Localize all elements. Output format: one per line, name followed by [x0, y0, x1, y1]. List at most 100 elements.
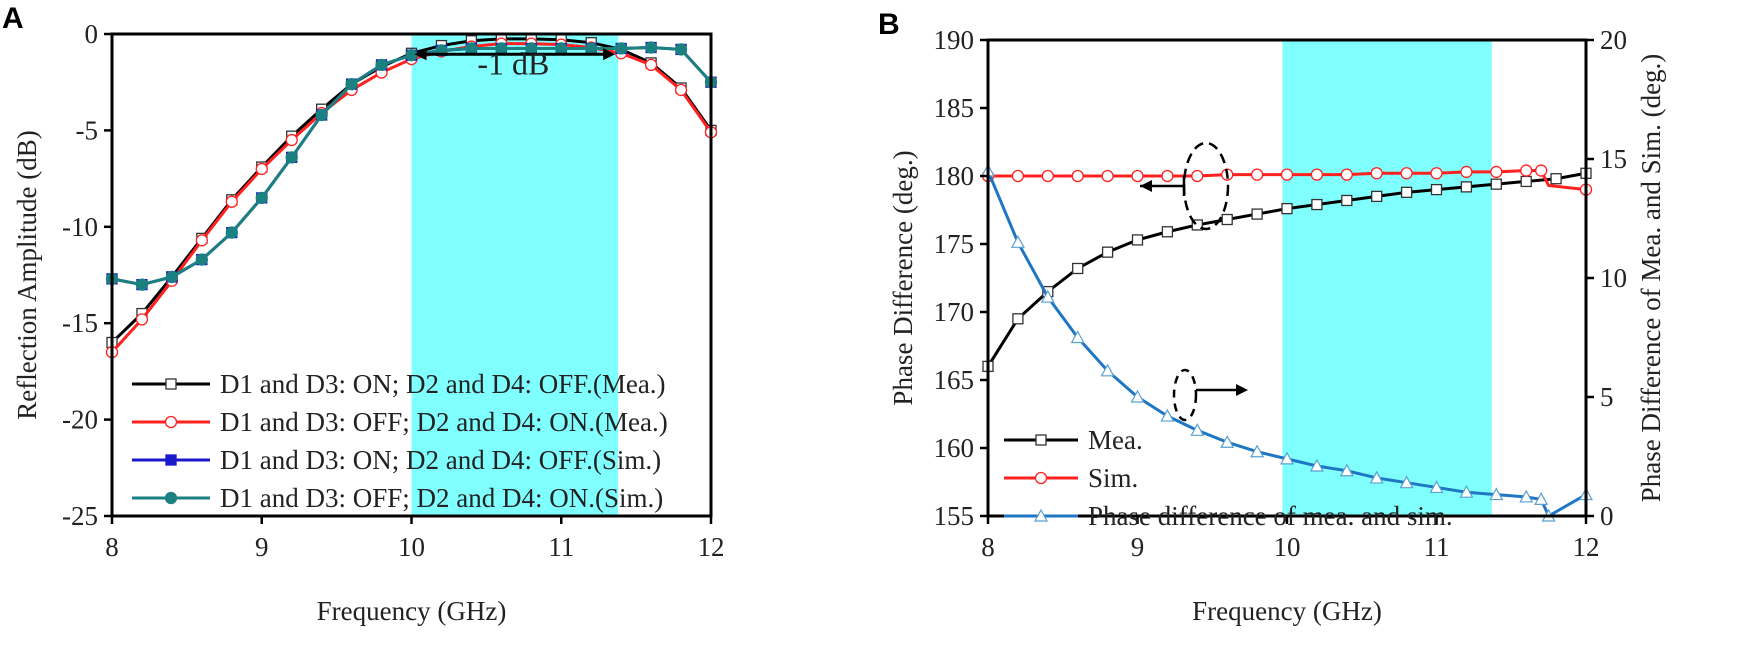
data-point: [1460, 181, 1473, 193]
data-point: [1012, 313, 1024, 325]
arrow-head-icon: [1236, 384, 1248, 396]
data-point: [405, 49, 418, 62]
data-point: [1280, 168, 1294, 181]
x-axis-label: Frequency (GHz): [1192, 596, 1382, 626]
y2-tick-label: 5: [1600, 382, 1614, 412]
data-point: [1460, 165, 1473, 179]
data-point: [1101, 246, 1114, 258]
data-point: [1040, 289, 1055, 303]
data-point: [1191, 219, 1203, 231]
series-line-1: [988, 169, 1587, 192]
data-point: [1534, 492, 1549, 505]
x-tick-label: 9: [1131, 532, 1145, 562]
data-point: [1131, 234, 1144, 246]
x-tick-label: 8: [105, 532, 119, 562]
data-point: [1161, 169, 1174, 183]
data-point: [1010, 235, 1025, 248]
x-tick-label: 12: [1573, 532, 1600, 562]
data-point: [1340, 168, 1353, 181]
dashed-ellipse: [1182, 141, 1230, 231]
data-point: [1520, 175, 1532, 188]
data-point: [1130, 389, 1145, 403]
data-point: [1221, 213, 1233, 226]
x-tick-label: 10: [1274, 532, 1301, 562]
data-point: [1310, 168, 1324, 181]
y-tick-label: 0: [85, 19, 99, 49]
panel-label: B: [878, 8, 900, 41]
shaded-band: [1282, 40, 1492, 516]
data-point: [674, 43, 688, 56]
data-point: [375, 58, 388, 71]
data-point: [1550, 173, 1562, 185]
y2-tick-label: 15: [1600, 144, 1627, 174]
data-point: [1279, 451, 1295, 465]
data-point: [1101, 169, 1114, 183]
y-axis-label: Phase Difference (deg.): [888, 150, 918, 405]
legend-marker: [1033, 508, 1049, 522]
legend-marker: [165, 378, 177, 390]
data-point: [1161, 226, 1174, 238]
x-tick-label: 11: [1424, 532, 1450, 562]
arrow-head-icon: [1140, 180, 1152, 192]
data-point: [195, 234, 209, 247]
data-point: [1251, 208, 1263, 220]
data-point: [644, 58, 658, 71]
data-point: [1250, 444, 1265, 458]
data-point: [165, 270, 179, 284]
legend-label: D1 and D3: ON; D2 and D4: OFF.(Sim.): [220, 445, 661, 475]
legend-marker: [165, 454, 177, 466]
y2-tick-label: 0: [1600, 501, 1614, 531]
series-line-2: [986, 170, 1587, 519]
data-point: [255, 191, 268, 205]
data-point: [1191, 169, 1204, 183]
legend-marker: [164, 415, 178, 429]
y-tick-label: 155: [934, 501, 975, 531]
x-axis-label: Frequency (GHz): [317, 596, 507, 626]
data-point: [1429, 480, 1444, 494]
data-point: [1459, 484, 1474, 498]
data-point: [285, 133, 298, 147]
data-point: [1071, 169, 1084, 183]
data-point: [615, 42, 628, 55]
data-point: [1430, 183, 1443, 196]
y-tick-label: 180: [934, 161, 975, 191]
data-point: [1041, 169, 1054, 183]
data-point: [195, 253, 209, 266]
panel-label: A: [2, 2, 24, 35]
x-tick-label: 12: [698, 532, 725, 562]
legend-label: D1 and D3: OFF; D2 and D4: ON.(Sim.): [220, 483, 663, 513]
data-point: [135, 313, 149, 326]
data-point: [1490, 178, 1502, 190]
y-tick-label: -20: [62, 405, 98, 435]
data-point: [1011, 169, 1025, 183]
data-point: [585, 42, 598, 55]
data-point: [345, 77, 358, 91]
x-tick-label: 11: [548, 532, 574, 562]
data-point: [674, 83, 688, 97]
data-point: [225, 226, 238, 239]
y-tick-label: 175: [934, 229, 975, 259]
y-tick-label: -10: [62, 212, 98, 242]
data-point: [1535, 164, 1548, 177]
data-point: [1489, 487, 1504, 501]
data-point: [1341, 194, 1353, 207]
data-point: [1430, 167, 1443, 180]
legend-label: Sim.: [1088, 463, 1138, 493]
data-point: [1309, 458, 1324, 472]
data-point: [1519, 489, 1534, 503]
data-point: [1190, 423, 1205, 436]
data-point: [1281, 202, 1293, 215]
y-tick-label: 165: [934, 365, 975, 395]
data-point: [1072, 262, 1084, 275]
y-tick-label: -5: [76, 115, 99, 145]
legend-label: Phase difference of mea. and sim.: [1088, 501, 1453, 531]
y2-tick-label: 20: [1600, 25, 1627, 55]
data-point: [1370, 167, 1383, 180]
data-point: [1520, 164, 1533, 177]
data-point: [1220, 434, 1235, 448]
legend-marker: [164, 491, 178, 505]
annotation-label: -1 dB: [477, 45, 549, 81]
y-tick-label: 170: [934, 297, 975, 327]
data-point: [1371, 190, 1383, 203]
